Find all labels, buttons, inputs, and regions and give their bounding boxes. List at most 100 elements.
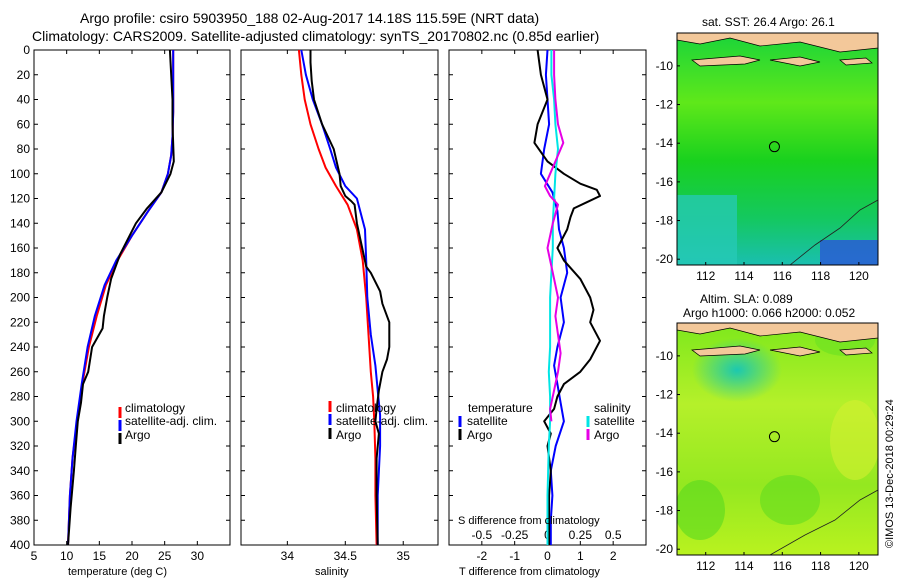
salinity-panel: 34 34.5 35 salinity climatology satellite-… bbox=[240, 49, 439, 578]
y-tick-label: 120 bbox=[10, 192, 30, 206]
map-y-tick-label: -14 bbox=[656, 426, 674, 440]
x-tick-label: 1 bbox=[577, 549, 584, 563]
map-y-tick-label: -18 bbox=[656, 504, 674, 518]
y-tick-label: 140 bbox=[10, 216, 30, 230]
sst-cool-patch bbox=[677, 195, 737, 265]
map-x-tick-label: 114 bbox=[734, 269, 753, 283]
x2-tick-label: -0.5 bbox=[471, 528, 492, 542]
map-y-tick-label: -10 bbox=[656, 59, 674, 73]
map-y-tick-label: -18 bbox=[656, 214, 674, 228]
coastline bbox=[789, 199, 878, 265]
coastline bbox=[769, 489, 878, 555]
y-tick-label: 180 bbox=[10, 266, 30, 280]
sst-map: sat. SST: 26.4 Argo: 26.1 112 114 116 118 12… bbox=[656, 15, 879, 283]
temperature-legend: climatology satellite-adj. clim. Argo bbox=[118, 401, 217, 444]
sst-map-frame bbox=[676, 32, 879, 266]
series-line-climatology bbox=[297, 49, 378, 546]
x-tick-label: 5 bbox=[31, 549, 38, 563]
y-tick-label: 0 bbox=[23, 43, 30, 57]
x-tick-label: 20 bbox=[125, 549, 139, 563]
s-difference-xlabel: S difference from climatology bbox=[458, 515, 600, 527]
sla-map: Altim. SLA: 0.089 Argo h1000: 0.066 h200… bbox=[656, 292, 879, 573]
x-tick-label: 35 bbox=[397, 549, 411, 563]
x2-tick-label: 0.25 bbox=[569, 528, 593, 542]
argo-position-marker bbox=[768, 141, 780, 153]
y-tick-label: 260 bbox=[10, 365, 30, 379]
y-tick-label: 40 bbox=[17, 93, 31, 107]
sla-map-frame bbox=[676, 322, 879, 556]
t-difference-xlabel: T difference from climatology bbox=[459, 566, 600, 578]
legend-t-argo: Argo bbox=[467, 428, 493, 442]
series-line-t-satellite bbox=[539, 49, 569, 545]
series-line-t-argo bbox=[533, 49, 601, 545]
x2-tick-label: 0.5 bbox=[605, 528, 622, 542]
island bbox=[769, 346, 821, 357]
y-tick-label: 220 bbox=[10, 315, 30, 329]
series-line-argo bbox=[67, 49, 175, 546]
y-tick-label: 200 bbox=[10, 291, 30, 305]
map-x-tick-label: 116 bbox=[773, 559, 792, 573]
sla-map-title: Altim. SLA: 0.089 bbox=[700, 292, 793, 306]
x2-tick-label: -0.25 bbox=[501, 528, 529, 542]
x-tick-label: 34 bbox=[281, 549, 295, 563]
map-y-tick-label: -16 bbox=[656, 175, 674, 189]
x-tick-label: 34.5 bbox=[334, 549, 358, 563]
map-x-tick-label: 112 bbox=[696, 559, 715, 573]
map-x-tick-label: 118 bbox=[811, 269, 830, 283]
legend-temperature-heading: temperature bbox=[468, 401, 533, 415]
y-tick-label: 80 bbox=[17, 142, 31, 156]
land-mass bbox=[677, 323, 878, 343]
legend-s-satellite: satellite bbox=[594, 414, 635, 428]
y-tick-label: 20 bbox=[17, 68, 31, 82]
temperature-xlabel: temperature (deg C) bbox=[68, 566, 167, 578]
map-y-tick-label: -16 bbox=[656, 465, 674, 479]
map-y-tick-label: -12 bbox=[656, 98, 674, 112]
y-tick-label: 160 bbox=[10, 241, 30, 255]
series-line-argo bbox=[309, 50, 391, 546]
argo-position-marker bbox=[768, 431, 780, 443]
legend-t-satellite: satellite bbox=[467, 414, 508, 428]
island bbox=[769, 56, 821, 67]
x-tick-label: 2 bbox=[610, 549, 617, 563]
figure-title-line1: Argo profile: csiro 5903950_188 02-Aug-2… bbox=[80, 10, 539, 26]
legend-argo: Argo bbox=[336, 428, 362, 442]
y-tick-label: 360 bbox=[10, 489, 30, 503]
sla-map-subtitle: Argo h1000: 0.066 h2000: 0.052 bbox=[683, 306, 855, 320]
map-x-tick-label: 120 bbox=[849, 559, 869, 573]
series-line-s-satellite bbox=[546, 50, 559, 545]
island bbox=[839, 57, 873, 66]
sst-map-title: sat. SST: 26.4 Argo: 26.1 bbox=[702, 15, 835, 29]
map-x-tick-label: 118 bbox=[811, 559, 830, 573]
map-x-tick-label: 112 bbox=[696, 269, 715, 283]
x-tick-label: 25 bbox=[158, 549, 172, 563]
map-x-tick-label: 116 bbox=[773, 269, 792, 283]
y-tick-label: 300 bbox=[10, 414, 30, 428]
legend-argo: Argo bbox=[125, 428, 151, 442]
y-tick-label: 340 bbox=[10, 464, 30, 478]
map-y-tick-label: -20 bbox=[656, 252, 674, 266]
salinity-axes bbox=[240, 49, 439, 546]
legend-s-argo: Argo bbox=[594, 428, 620, 442]
series-line-s-argo bbox=[543, 50, 565, 422]
x-tick-label: 0 bbox=[544, 549, 551, 563]
map-x-tick-label: 120 bbox=[849, 269, 869, 283]
legend-salinity-heading: salinity bbox=[594, 401, 631, 415]
land-mass bbox=[677, 33, 878, 53]
y-tick-label: 100 bbox=[10, 167, 30, 181]
legend-climatology: climatology bbox=[336, 401, 396, 415]
figure-title-line2: Climatology: CARS2009. Satellite-adjuste… bbox=[32, 28, 599, 44]
difference-legend: temperature salinity satellite Argo sate… bbox=[458, 401, 635, 442]
x-tick-label: -2 bbox=[476, 549, 487, 563]
footer-credit: ©IMOS 13-Dec-2018 00:29:24 bbox=[884, 399, 896, 548]
temperature-axes bbox=[33, 49, 231, 546]
y-tick-label: 240 bbox=[10, 340, 30, 354]
salinity-legend: climatology satellite-adj. clim. Argo bbox=[328, 401, 428, 442]
island bbox=[691, 55, 761, 67]
map-y-tick-label: -20 bbox=[656, 542, 674, 556]
y-tick-label: 280 bbox=[10, 390, 30, 404]
map-y-tick-label: -12 bbox=[656, 388, 674, 402]
y-tick-label: 60 bbox=[17, 117, 31, 131]
y-tick-label: 380 bbox=[10, 513, 30, 527]
sst-cold-patch bbox=[820, 240, 878, 265]
